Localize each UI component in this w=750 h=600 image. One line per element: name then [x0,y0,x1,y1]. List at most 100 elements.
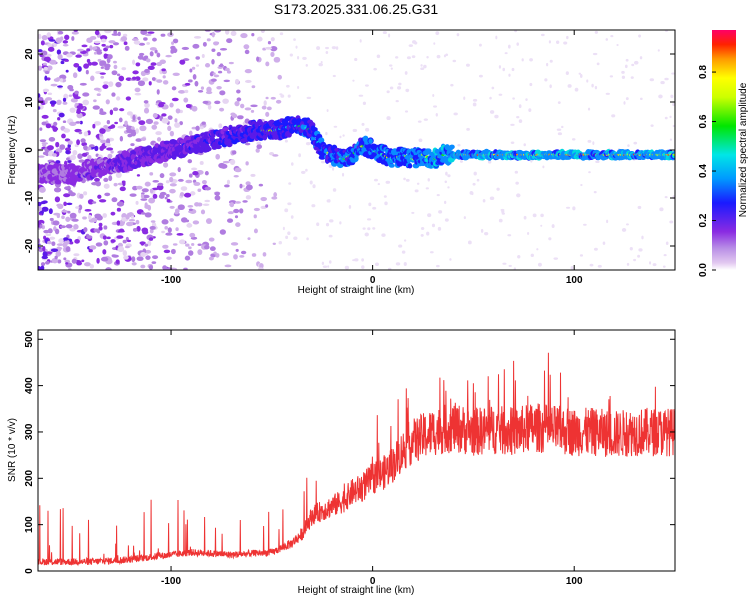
spectrogram-cell [106,147,114,151]
spectrogram-cell [244,142,251,146]
spectrogram-cell [277,74,282,80]
spectrogram-cell [202,203,210,207]
spectrogram-cell [469,190,474,195]
spectrogram-cell [445,53,449,57]
spectrogram-cell [67,143,71,149]
spectrogram-cell [489,110,495,114]
spectrogram-cell [175,227,179,232]
spectrogram-cell [40,262,46,267]
spectrogram-cell [41,115,49,119]
spectrogram-cell [322,265,328,268]
spectrogram-cell [75,206,80,209]
spectrogram-cell [657,49,660,52]
spectrogram-cell [359,39,362,43]
spectrogram-cell [239,254,245,258]
spectrogram-cell [382,31,387,35]
spectrogram-cell [478,74,483,78]
spectrogram-cell [368,138,373,144]
spectrogram-cell [215,144,222,150]
spectrogram-cell [44,75,48,81]
spectrogram-cell [386,116,391,121]
spectrogram-cell [59,144,66,150]
spectrogram-cell [262,134,268,141]
spectrogram-cell [67,140,73,145]
spectrogram-cell [658,94,663,99]
spectrogram-cell [532,213,537,218]
spectrogram-cell [218,123,223,129]
spectrogram-cell [339,135,342,139]
spectrogram-cell [368,202,372,207]
spectrogram-cell [169,130,175,137]
spectrogram-cell [621,70,625,74]
spectrogram-cell [665,241,669,245]
spectrogram-cell [395,262,401,266]
spectrogram-cell [639,56,643,60]
spectrogram-cell [232,113,237,119]
spectrogram-cell [201,53,205,59]
spectrogram-cell [119,108,125,112]
spectrogram-cell [93,121,102,126]
spectrogram-cell [631,63,635,67]
spectrogram-cell [594,85,598,90]
spectrogram-cell [544,78,548,82]
spectrogram-cell [383,195,387,198]
spectrogram-cell [287,94,291,98]
spectrogram-cell [161,68,166,72]
colorbar-tick-label: 0.6 [698,114,709,128]
spectrogram-cell [256,144,263,150]
spectrogram-cell [143,107,150,114]
spectrogram-cell [138,120,146,126]
spectrogram-cell [215,153,221,160]
spectrogram-cell [328,234,333,238]
spectrogram-cell [46,145,54,151]
spectrogram-cell [38,65,43,71]
spectrogram-cell [145,118,154,125]
spectrogram-cell [597,264,602,268]
spectrogram-cell [502,262,507,265]
spectrogram-cell [106,138,111,145]
spectrogram-cell [320,60,323,64]
spectrogram-cell [179,192,185,197]
spectrogram-cell [224,264,232,268]
spectrogram-cell [556,40,560,44]
spectrogram-cell [83,63,89,69]
spectrogram-cell [64,59,69,62]
spectrogram-cell [67,210,71,214]
spectrogram-cell [94,213,102,219]
spectrogram-cell [567,84,572,88]
snr-y-label: SNR (10 * v/v) [7,418,18,482]
spectrogram-cell [583,223,587,226]
spectrogram-cell [669,138,673,141]
spectrogram-cell [452,59,457,63]
y-tick-label: 20 [24,48,35,60]
spectrogram-cell [563,41,568,45]
spectrogram-cell [279,32,284,36]
spectrogram-cell [637,205,642,209]
spectrogram-cell [39,127,43,131]
spectrogram-cell [57,117,61,121]
spectrogram-cell [318,62,323,67]
spectrogram-cell [178,90,186,94]
spectrogram-cell [92,105,100,110]
spectrogram-cell [270,96,276,100]
spectrogram-cell [94,177,100,182]
spectrogram-cell [230,30,237,37]
spectrogram-cell [185,179,193,184]
spectrogram-cell [68,267,72,270]
spectrogram-cell [60,60,65,65]
spectrogram-cell [78,159,85,163]
spectrogram-cell [234,167,242,173]
spectrogram-cell [126,111,133,116]
y-tick-label: 0 [24,147,35,153]
spectrogram-cell [63,237,69,241]
spectrogram-cell [122,250,128,257]
spectrogram-cell [225,30,230,35]
spectrogram-cell [81,142,88,147]
spectrogram-cell [565,71,569,76]
spectrogram-cell [83,227,88,233]
spectrogram-cell [548,40,551,44]
spectrogram-cell [240,250,247,255]
spectrogram-cell [57,85,63,88]
spectrogram-cell [467,240,472,245]
spectrogram-cell [70,98,78,103]
